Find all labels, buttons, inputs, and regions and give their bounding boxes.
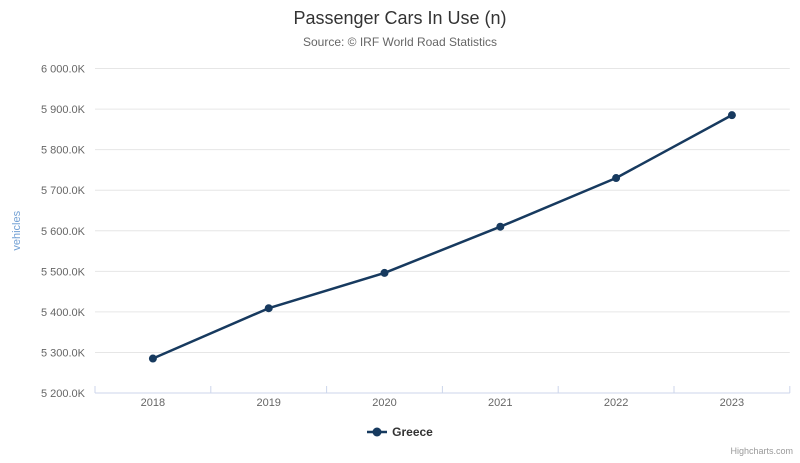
x-axis-label: 2019 [256,397,280,409]
legend: Greece [0,425,800,439]
legend-item-greece[interactable]: Greece [367,425,433,439]
chart-title: Passenger Cars In Use (n) [293,8,507,28]
data-point[interactable] [148,354,157,363]
x-axis-label: 2018 [141,397,165,409]
y-axis-label: 5 800.0K [41,145,86,157]
x-axis-label: 2023 [720,397,744,409]
data-point[interactable] [380,268,389,277]
y-axis-label: 5 400.0K [41,307,86,319]
chart-subtitle: Source: © IRF World Road Statistics [302,35,497,49]
legend-label: Greece [392,425,433,439]
highcharts-credits-link[interactable]: Highcharts.com [730,446,793,456]
y-axis-label: 5 900.0K [41,104,86,116]
y-axis-title: vehicles [11,210,23,250]
y-axis-label: 6 000.0K [41,64,86,76]
y-axis-label: 5 700.0K [41,185,86,197]
data-point[interactable] [264,304,273,313]
legend-marker-point [372,427,382,437]
x-axis-label: 2021 [488,397,512,409]
y-axis-label: 5 600.0K [41,226,86,238]
series-line-greece [151,113,734,360]
x-axis-label: 2020 [372,397,396,409]
data-point[interactable] [727,111,736,120]
x-axis-label: 2022 [604,397,628,409]
series-marker-icon [367,427,388,437]
data-point[interactable] [612,174,621,183]
y-axis-label: 5 300.0K [41,347,86,359]
y-axis-label: 5 200.0K [41,388,86,400]
y-axis-label: 5 500.0K [41,266,86,278]
data-point[interactable] [496,222,505,231]
